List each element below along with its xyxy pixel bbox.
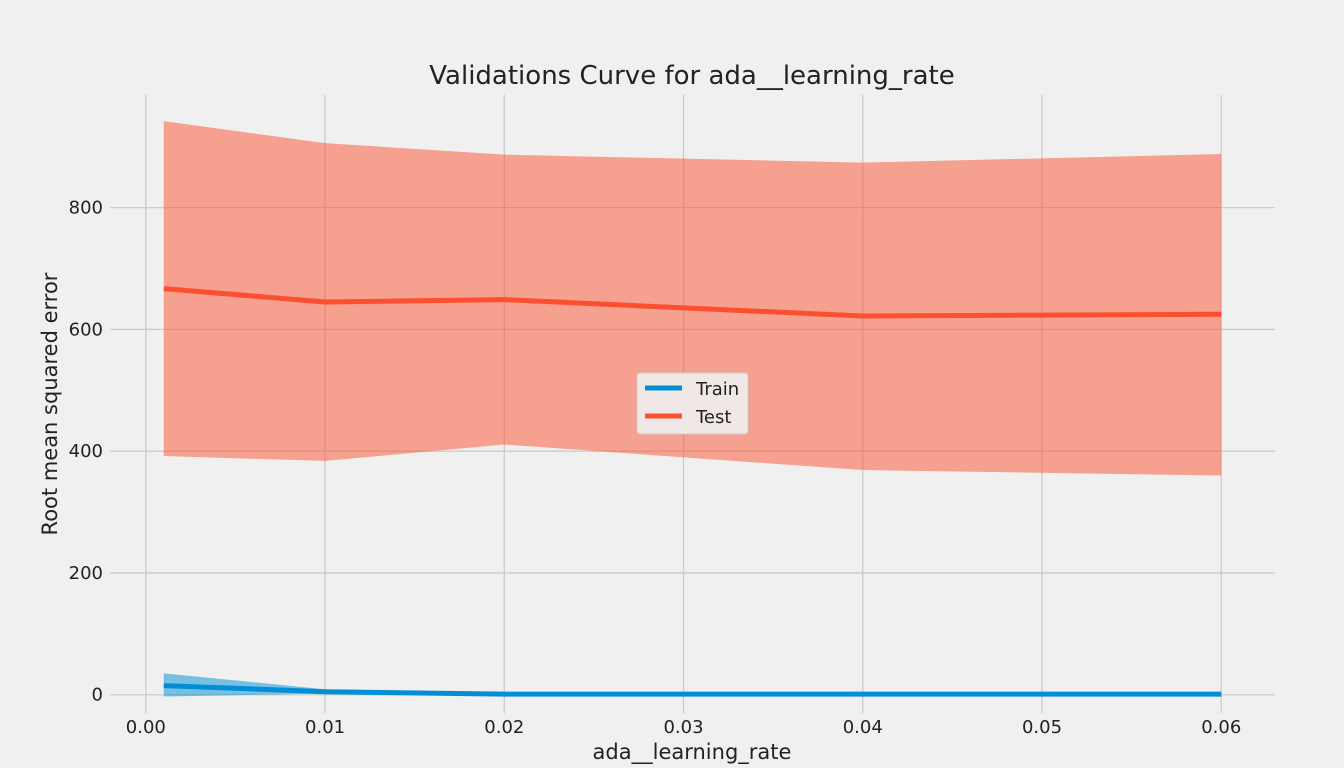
series-lines xyxy=(163,286,1222,697)
x-tick-label: 0.03 xyxy=(663,717,703,738)
y-axis-label: Root mean squared error xyxy=(38,272,62,535)
x-tick-label: 0.05 xyxy=(1022,717,1062,738)
x-tick-label: 0.04 xyxy=(843,717,883,738)
x-tick-label: 0.06 xyxy=(1201,717,1241,738)
y-tick-label: 600 xyxy=(69,319,103,340)
y-tick-label: 400 xyxy=(69,441,103,462)
x-tick-label: 0.02 xyxy=(484,717,524,738)
y-tick-label: 800 xyxy=(69,198,103,219)
band-test xyxy=(163,121,1222,476)
y-tick-label: 0 xyxy=(92,685,103,706)
legend: Train Test xyxy=(636,372,749,435)
chart-title: Validations Curve for ada__learning_rate xyxy=(429,61,954,91)
legend-test-label: Test xyxy=(695,407,731,428)
x-tick-label: 0.01 xyxy=(305,717,345,738)
legend-train-label: Train xyxy=(695,379,739,400)
x-tick-label: 0.00 xyxy=(126,717,166,738)
y-tick-label: 200 xyxy=(69,563,103,584)
tick-labels: 0.00 0.01 0.02 0.03 0.04 0.05 0.06 0 200 400 600 80… xyxy=(69,198,1242,738)
x-axis-label: ada__learning_rate xyxy=(593,740,792,765)
